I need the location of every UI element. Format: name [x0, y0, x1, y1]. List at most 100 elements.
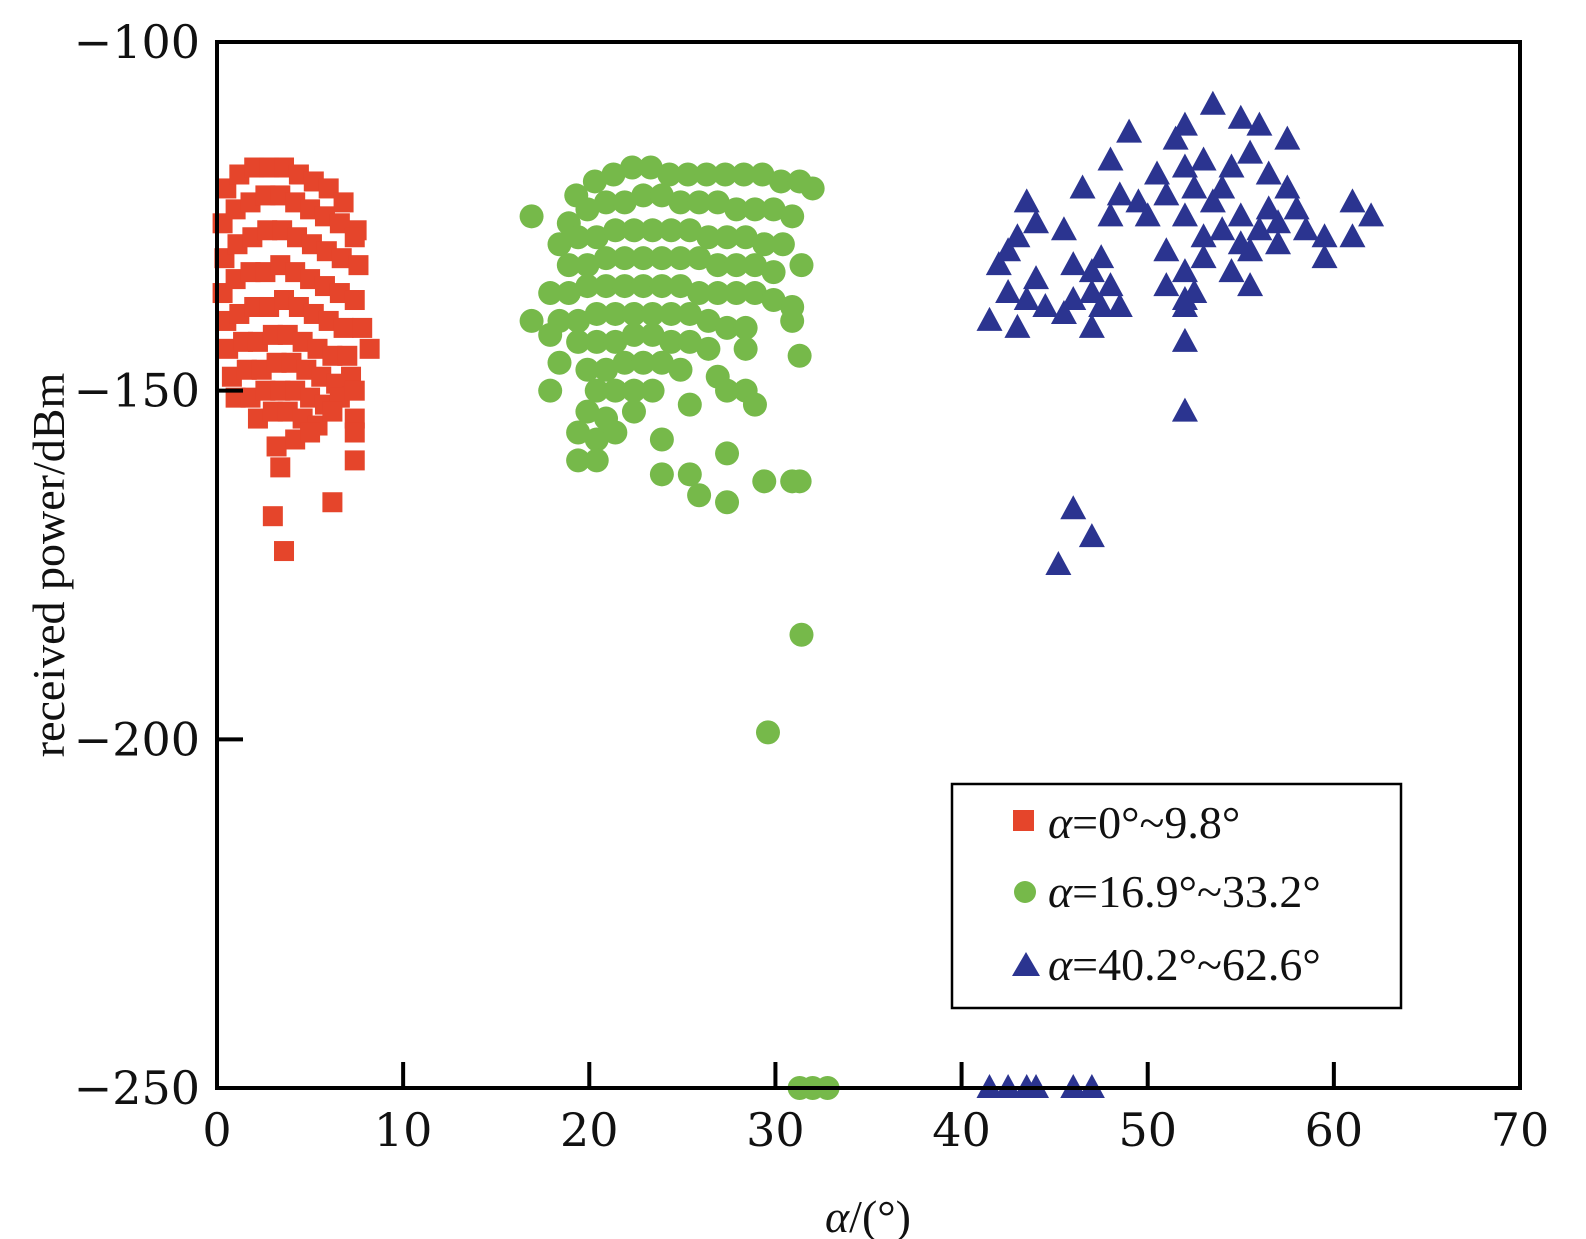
data-point-triangle [1199, 90, 1226, 115]
data-point-square [262, 506, 283, 527]
data-point-circle [575, 357, 600, 382]
data-point-triangle [1339, 223, 1366, 248]
data-point-circle [603, 420, 628, 445]
legend-label-series-3: α=40.2°~62.6° [1048, 939, 1321, 990]
data-point-triangle [1013, 188, 1040, 213]
data-point-circle [733, 315, 758, 340]
data-point-circle [677, 218, 702, 243]
y-tick-label: −200 [74, 712, 200, 766]
data-point-circle [687, 483, 712, 508]
data-point-circle [584, 301, 609, 326]
data-point-triangle [1274, 174, 1301, 199]
data-point-circle [584, 329, 609, 354]
data-point-circle [713, 162, 738, 187]
data-point-square [300, 422, 321, 443]
data-point-circle [694, 162, 719, 187]
data-point-triangle [1292, 216, 1319, 241]
data-point-circle [750, 162, 775, 187]
data-point-circle [575, 399, 600, 424]
data-point-triangle [1171, 202, 1198, 227]
data-point-circle [742, 253, 767, 278]
data-point-triangle [1097, 272, 1124, 297]
data-point-circle [584, 427, 609, 452]
data-point-circle [640, 322, 665, 347]
data-point-circle [631, 350, 656, 375]
data-point-circle [575, 253, 600, 278]
data-point-circle [649, 274, 674, 299]
data-point-circle [649, 350, 674, 375]
data-point-square [344, 450, 365, 471]
data-point-circle [668, 190, 693, 215]
data-point-circle [742, 281, 767, 306]
legend-square-icon [1013, 810, 1034, 831]
data-point-circle [566, 448, 591, 473]
data-point-circle [789, 253, 814, 278]
data-point-triangle [1078, 313, 1105, 338]
data-point-circle [657, 162, 682, 187]
data-point-square [333, 192, 354, 213]
data-point-circle [621, 301, 646, 326]
data-point-triangle [1004, 313, 1031, 338]
data-point-circle [538, 281, 563, 306]
x-tick-label: 0 [202, 1103, 231, 1157]
data-point-circle [780, 308, 805, 333]
data-point-circle [715, 378, 740, 403]
data-point-triangle [1283, 195, 1310, 220]
data-point-circle [724, 197, 749, 222]
data-point-triangle [1060, 286, 1087, 311]
data-point-circle [752, 469, 777, 494]
data-point-circle [601, 162, 626, 187]
data-point-circle [715, 315, 740, 340]
data-point-circle [687, 190, 712, 215]
data-point-triangle [1078, 523, 1105, 548]
data-point-circle [787, 469, 812, 494]
data-point-circle [696, 336, 721, 361]
data-point-circle [594, 274, 619, 299]
data-point-circle [668, 246, 693, 271]
data-point-triangle [995, 237, 1022, 262]
y-tick-label: −100 [74, 15, 200, 69]
data-point-circle [742, 197, 767, 222]
data-point-circle [789, 622, 814, 647]
data-point-triangle [1116, 118, 1143, 143]
x-axis-title: α/(°) [825, 1191, 911, 1239]
series-2 [519, 155, 840, 1100]
data-point-triangle [1106, 292, 1133, 317]
data-point-triangle [1181, 174, 1208, 199]
data-point-circle [556, 253, 581, 278]
data-point-circle [668, 357, 693, 382]
data-point-square [344, 290, 365, 311]
data-point-square [333, 317, 354, 338]
data-point-circle [761, 260, 786, 285]
data-point-circle [649, 427, 674, 452]
data-point-circle [631, 246, 656, 271]
data-point-triangle [1246, 216, 1273, 241]
data-point-square [270, 457, 291, 478]
data-point-circle [566, 225, 591, 250]
data-point-circle [649, 462, 674, 487]
data-point-triangle [1190, 244, 1217, 269]
data-point-triangle [1218, 153, 1245, 178]
data-point-circle [724, 253, 749, 278]
data-point-circle [715, 441, 740, 466]
data-point-circle [612, 274, 637, 299]
data-point-circle [770, 232, 795, 257]
legend-circle-icon [1014, 881, 1036, 903]
plot-frame [215, 40, 1522, 1090]
x-tick-label: 40 [932, 1103, 991, 1157]
data-point-triangle [1218, 258, 1245, 283]
data-point-square [359, 338, 380, 359]
data-point-circle [668, 274, 693, 299]
data-point-circle [677, 392, 702, 417]
data-point-triangle [1227, 202, 1254, 227]
data-point-triangle [1088, 292, 1115, 317]
data-point-triangle [1199, 188, 1226, 213]
data-point-square [337, 345, 358, 366]
data-point-square [344, 422, 365, 443]
data-point-circle [603, 301, 628, 326]
data-point-circle [705, 253, 730, 278]
series-1 [212, 157, 380, 562]
data-point-circle [621, 378, 646, 403]
data-point-circle [715, 225, 740, 250]
